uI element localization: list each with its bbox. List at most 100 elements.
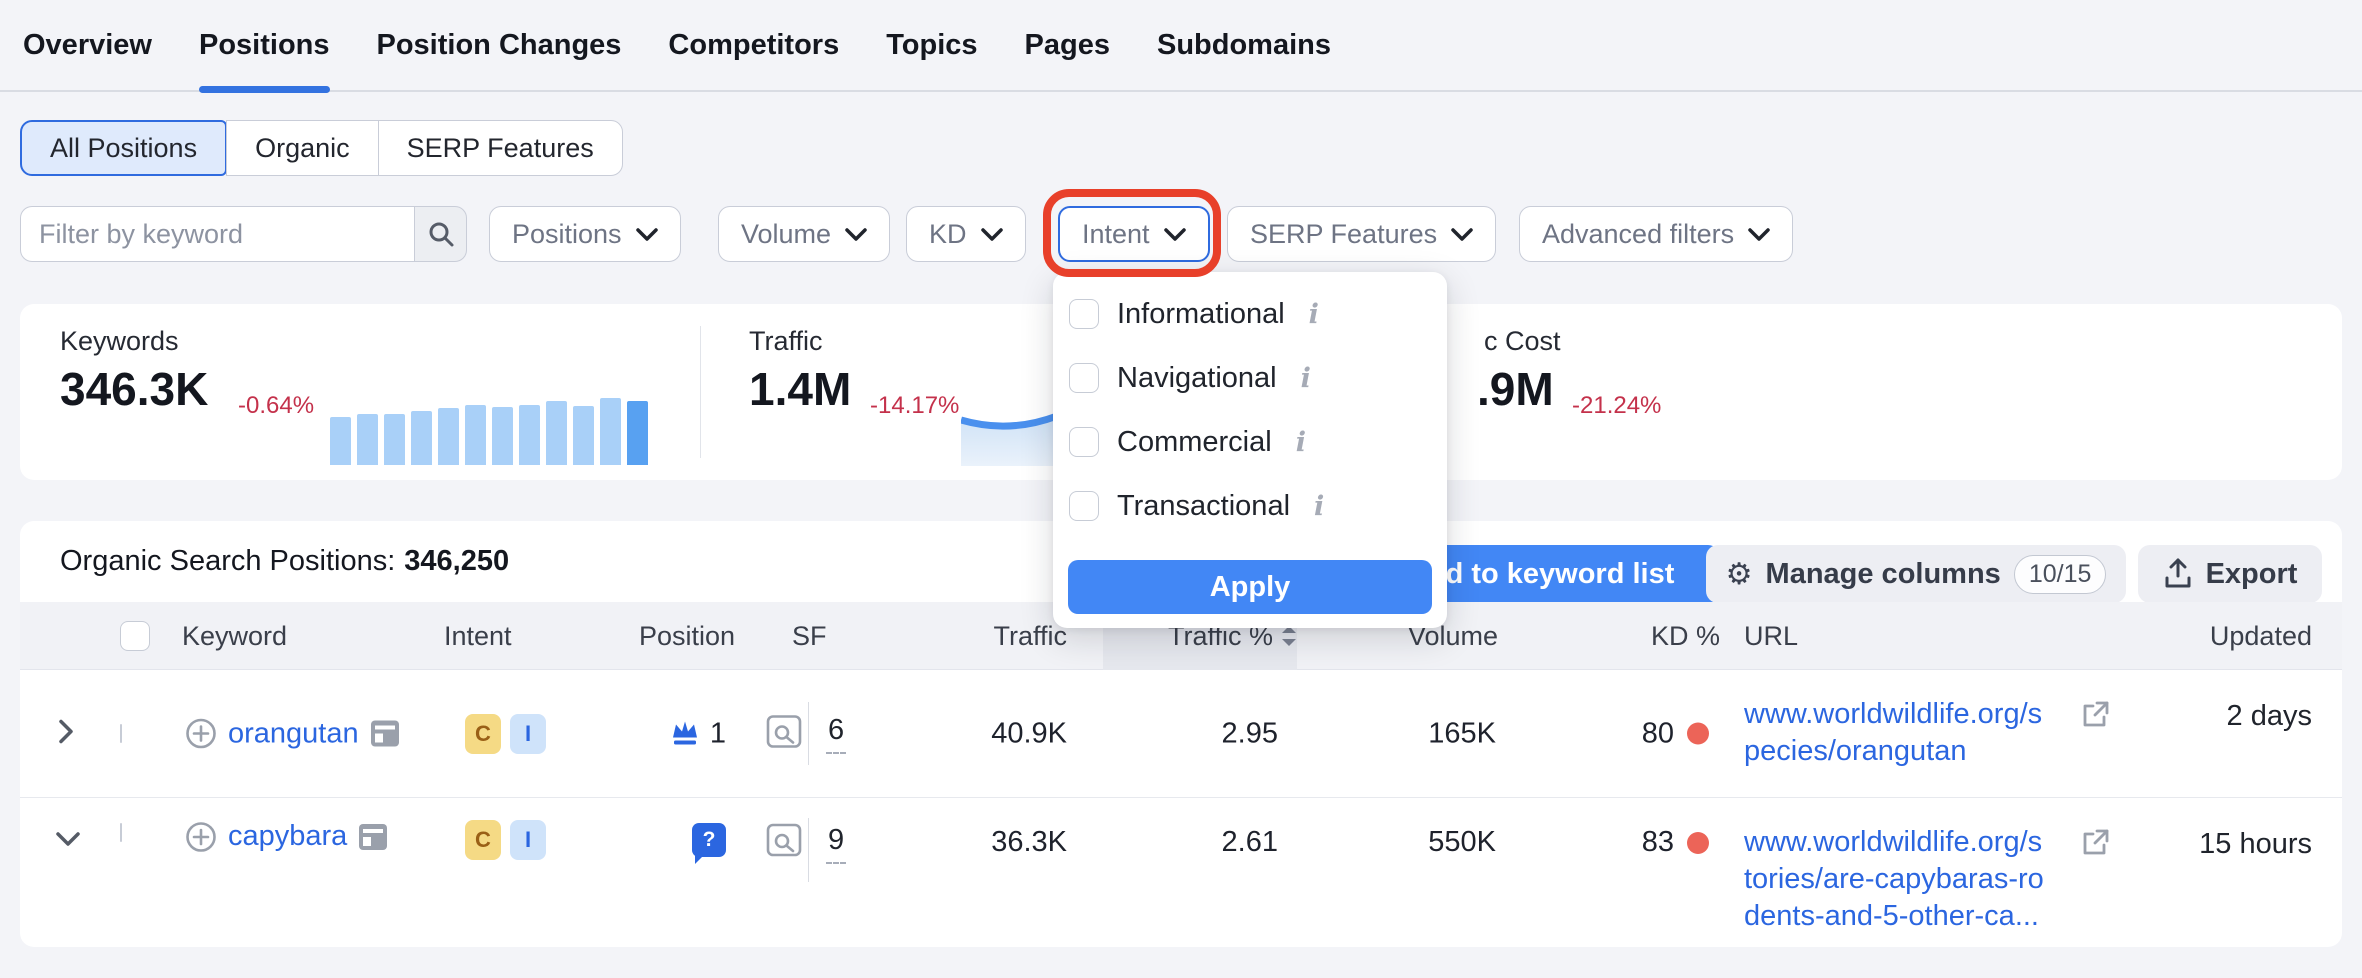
info-icon[interactable]: i <box>1308 298 1319 330</box>
intent-badges: C I <box>465 713 546 754</box>
informational-checkbox[interactable] <box>1069 299 1099 329</box>
tab-competitors[interactable]: Competitors <box>668 28 840 61</box>
intent-filter-label: Intent <box>1082 218 1150 249</box>
question-bubble-icon: ? <box>692 823 726 864</box>
volume-value: 550K <box>1428 826 1496 858</box>
transactional-label: Transactional <box>1117 489 1291 522</box>
serp-window-icon[interactable] <box>370 720 400 748</box>
table-row-count: 346,250 <box>404 545 510 577</box>
sf-count[interactable]: 9 <box>826 824 847 864</box>
traffic-sparkline <box>961 412 1057 466</box>
traffic-value: 36.3K <box>991 826 1067 858</box>
intent-filter-dropdown[interactable]: Intent <box>1058 206 1210 262</box>
traffic-stat-value: 1.4M <box>749 363 852 415</box>
navigational-checkbox[interactable] <box>1069 363 1099 393</box>
cell-divider <box>808 702 809 765</box>
kd-cell: 83 <box>1642 826 1709 859</box>
add-to-keyword-list-button[interactable]: d to keyword list <box>1400 545 1720 603</box>
tab-pages[interactable]: Pages <box>1024 28 1110 61</box>
column-header-keyword[interactable]: Keyword <box>182 620 288 651</box>
chevron-down-icon <box>980 227 1003 241</box>
informational-label: Informational <box>1117 297 1285 330</box>
url-link[interactable]: www.worldwildlife.org/s tories/are-capyb… <box>1744 826 2044 932</box>
tab-overview[interactable]: Overview <box>23 28 152 61</box>
kd-difficulty-dot <box>1687 722 1709 745</box>
external-link-icon[interactable] <box>2080 700 2110 735</box>
url-link[interactable]: www.worldwildlife.org/s pecies/orangutan <box>1744 698 2043 767</box>
commercial-checkbox[interactable] <box>1069 427 1099 457</box>
column-header-sf[interactable]: SF <box>792 620 827 651</box>
keyword-filter-input[interactable] <box>20 206 414 262</box>
row-checkbox[interactable] <box>120 823 122 842</box>
report-tabs: Overview Positions Position Changes Comp… <box>0 0 2362 93</box>
positions-type-segmented: All Positions Organic SERP Features <box>20 120 623 176</box>
chevron-down-icon <box>56 832 80 846</box>
volume-filter-dropdown[interactable]: Volume <box>718 206 891 262</box>
info-icon[interactable]: i <box>1295 426 1306 458</box>
traffic-pct-value: 2.61 <box>1221 826 1278 858</box>
traffic-cost-stat-change: -21.24% <box>1572 392 1662 419</box>
info-icon[interactable]: i <box>1314 490 1325 522</box>
keywords-stat-change: -0.64% <box>238 392 315 419</box>
keyword-filter-group <box>20 206 467 262</box>
column-header-position[interactable]: Position <box>639 620 736 651</box>
kd-filter-dropdown[interactable]: KD <box>906 206 1026 262</box>
kd-value: 83 <box>1641 826 1674 858</box>
add-keyword-plus-icon[interactable] <box>185 821 217 853</box>
column-header-url[interactable]: URL <box>1744 620 1799 651</box>
position-cell: ? <box>692 823 726 864</box>
columns-count-badge: 10/15 <box>2013 554 2107 594</box>
manage-columns-button[interactable]: ⚙ Manage columns 10/15 <box>1706 545 2126 603</box>
keyword-link[interactable]: capybara <box>228 820 348 852</box>
positions-filter-dropdown[interactable]: Positions <box>489 206 681 262</box>
traffic-stat-label: Traffic <box>749 326 823 356</box>
expand-row-button[interactable] <box>58 718 74 749</box>
column-header-intent[interactable]: Intent <box>444 620 512 651</box>
kd-value: 80 <box>1641 717 1674 749</box>
chevron-down-icon <box>845 227 867 241</box>
select-all-checkbox[interactable] <box>120 602 150 670</box>
tab-positions[interactable]: Positions <box>198 0 330 93</box>
collapse-row-button[interactable] <box>55 831 81 852</box>
serp-window-icon[interactable] <box>358 823 388 851</box>
keyword-link[interactable]: orangutan <box>228 717 359 749</box>
intent-badge-informational: I <box>510 713 546 754</box>
row-checkbox[interactable] <box>120 723 122 743</box>
volume-filter-label: Volume <box>741 218 832 249</box>
segment-serp-features[interactable]: SERP Features <box>377 120 623 176</box>
keywords-stat-label: Keywords <box>60 326 179 356</box>
chevron-down-icon <box>635 227 658 241</box>
segment-organic[interactable]: Organic <box>226 120 379 176</box>
intent-option-transactional[interactable]: Transactional i <box>1069 486 1324 526</box>
advanced-filters-dropdown[interactable]: Advanced filters <box>1519 206 1794 262</box>
transactional-checkbox[interactable] <box>1069 491 1099 521</box>
intent-option-informational[interactable]: Informational i <box>1069 294 1319 334</box>
tab-subdomains[interactable]: Subdomains <box>1156 28 1331 61</box>
apply-button[interactable]: Apply <box>1068 560 1432 614</box>
column-header-traffic[interactable]: Traffic <box>993 620 1067 651</box>
search-button[interactable] <box>414 206 467 262</box>
intent-option-commercial[interactable]: Commercial i <box>1069 422 1306 462</box>
intent-option-navigational[interactable]: Navigational i <box>1069 358 1311 398</box>
serp-snapshot-icon[interactable] <box>766 714 802 753</box>
serp-snapshot-icon[interactable] <box>766 823 802 862</box>
external-link-icon[interactable] <box>2080 828 2110 863</box>
positions-filter-label: Positions <box>512 218 622 249</box>
column-header-updated[interactable]: Updated <box>2209 620 2312 651</box>
keyword-cell: capybara <box>185 820 388 853</box>
info-icon[interactable]: i <box>1300 362 1311 394</box>
chevron-down-icon <box>1163 227 1186 241</box>
serp-features-filter-label: SERP Features <box>1250 218 1438 249</box>
commercial-label: Commercial <box>1117 425 1272 458</box>
sf-count[interactable]: 6 <box>826 714 847 754</box>
add-keyword-plus-icon[interactable] <box>185 718 217 750</box>
export-button[interactable]: Export <box>2138 545 2322 603</box>
tab-topics[interactable]: Topics <box>886 28 978 61</box>
serp-features-filter-dropdown[interactable]: SERP Features <box>1227 206 1497 262</box>
tab-position-changes[interactable]: Position Changes <box>376 28 622 61</box>
segment-all-positions[interactable]: All Positions <box>20 120 228 176</box>
kd-difficulty-dot <box>1687 831 1709 854</box>
intent-dropdown-panel: Informational i Navigational i Commercia… <box>1053 272 1447 628</box>
column-header-kd[interactable]: KD % <box>1651 620 1721 651</box>
traffic-cost-stat-value: .9M <box>1477 363 1554 415</box>
